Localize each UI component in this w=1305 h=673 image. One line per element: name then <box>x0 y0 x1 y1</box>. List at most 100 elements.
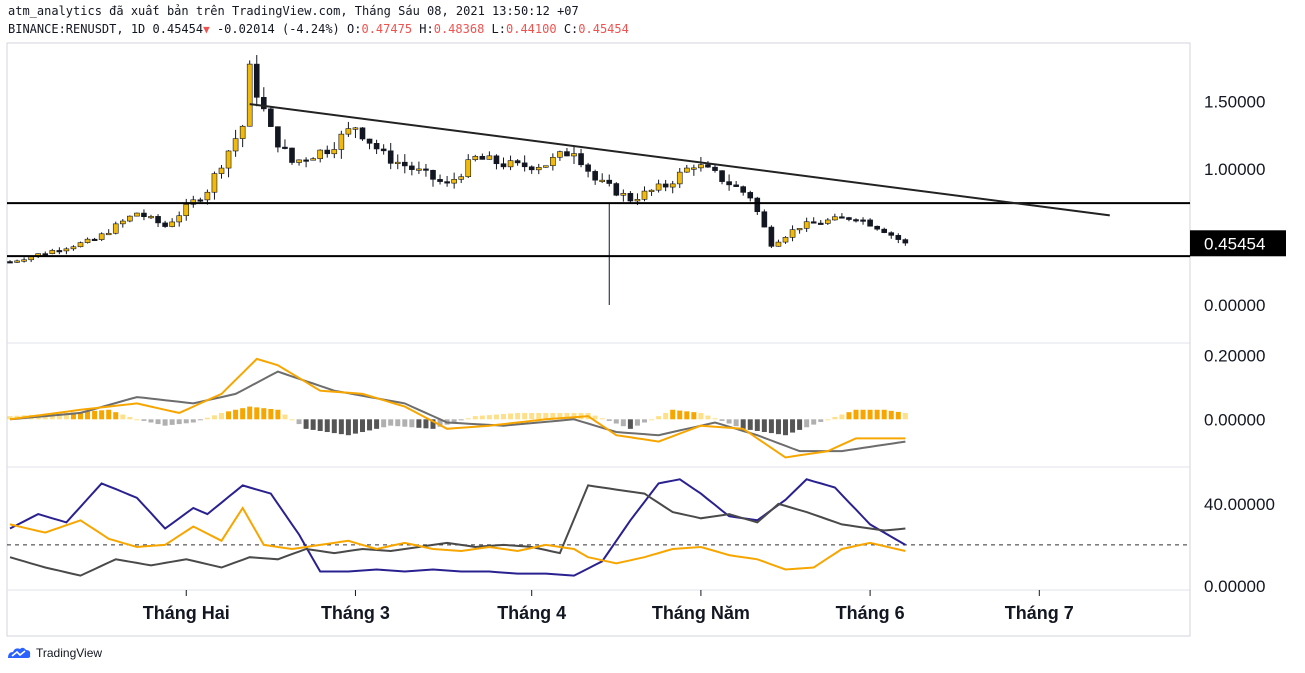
tradingview-logo[interactable]: TradingView <box>6 646 102 660</box>
time-tick-label: Tháng 6 <box>836 603 905 623</box>
macd-histogram-bar <box>867 409 873 420</box>
candle-body <box>373 143 380 150</box>
macd-histogram-bar <box>367 419 373 431</box>
candle-body <box>70 246 77 250</box>
macd-histogram-bar <box>775 419 781 435</box>
macd-histogram-bar <box>691 412 697 420</box>
candle-body <box>451 179 457 184</box>
macd-histogram-bar <box>832 416 838 420</box>
macd-histogram-bar <box>303 419 309 429</box>
candle-body <box>810 221 817 224</box>
candle-body <box>486 155 493 160</box>
candle-body <box>331 149 338 155</box>
time-tick-label: Tháng 7 <box>1005 603 1074 623</box>
macd-histogram-bar <box>726 419 732 424</box>
candle-body <box>705 164 711 168</box>
candle-body <box>49 250 56 254</box>
candle-body <box>747 192 754 199</box>
candle-body <box>430 169 436 180</box>
macd-histogram-bar <box>240 408 246 420</box>
candle-body <box>204 191 211 201</box>
candle-body <box>832 216 838 221</box>
candle-body <box>303 159 309 162</box>
candle-body <box>824 219 831 224</box>
candle-body <box>564 151 570 157</box>
candle-body <box>698 164 704 169</box>
candle-body <box>726 181 732 186</box>
candle-body <box>275 126 281 148</box>
price-tick-label: 1.00000 <box>1204 160 1265 179</box>
candle-body <box>437 179 443 182</box>
candle-body <box>268 108 274 127</box>
macd-histogram-bar <box>437 419 443 427</box>
oscillator-tick-label: 40.00000 <box>1204 495 1275 514</box>
macd-histogram-bar <box>49 413 55 420</box>
macd-histogram-bar <box>92 410 98 420</box>
macd-histogram-bar <box>663 412 669 420</box>
candle-body <box>867 219 873 227</box>
price-tick-label: 1.50000 <box>1204 92 1265 111</box>
macd-histogram-bar <box>733 419 739 427</box>
candle-body <box>662 183 669 188</box>
macd-histogram-bar <box>529 412 535 420</box>
open-value: 0.47475 <box>361 22 413 36</box>
time-tick-label: Tháng 4 <box>497 603 566 623</box>
macd-histogram-bar <box>811 419 817 425</box>
candle-body <box>683 167 690 173</box>
candle-body <box>557 151 563 158</box>
macd-histogram-bar <box>85 411 91 420</box>
macd-histogram-bar <box>162 419 168 426</box>
macd-histogram-bar <box>642 419 647 423</box>
candle-body <box>127 215 133 222</box>
open-label: O: <box>347 22 362 36</box>
candle-body <box>218 167 225 174</box>
oscillator-line-line_b <box>9 484 906 577</box>
macd-histogram-bar <box>338 419 344 435</box>
macd-histogram-bar <box>747 419 753 430</box>
macd-histogram-bar <box>550 412 556 420</box>
candle-body <box>620 193 627 196</box>
macd-histogram-bar <box>613 419 619 424</box>
candle-body <box>197 199 204 202</box>
candle-body <box>712 166 718 171</box>
candle-body <box>148 216 154 219</box>
macd-histogram-bar <box>360 419 365 433</box>
price-tick-label: 0.00000 <box>1204 296 1265 315</box>
macd-histogram-bar <box>106 409 112 420</box>
candle-body <box>599 179 606 182</box>
time-tick-label: Tháng Năm <box>652 603 750 623</box>
candle-body <box>592 171 598 181</box>
oscillator-line-line_a <box>9 478 906 577</box>
candle-body <box>120 220 126 225</box>
low-value: 0.44100 <box>506 22 557 36</box>
candle-body <box>246 63 253 127</box>
macd-histogram-bar <box>63 412 69 420</box>
candle-body <box>775 241 782 247</box>
macd-histogram-bar <box>472 416 478 420</box>
candle-body <box>514 160 521 164</box>
macd-tick-label: 0.20000 <box>1204 347 1265 366</box>
candle-body <box>789 229 796 238</box>
macd-histogram-bar <box>254 407 260 420</box>
macd-histogram-bar <box>557 412 563 420</box>
macd-histogram-bar <box>7 416 13 420</box>
last-price-badge <box>1190 230 1286 257</box>
candle-body <box>416 168 422 171</box>
macd-histogram-bar <box>155 419 161 425</box>
candle-body <box>317 149 324 159</box>
candle-body <box>155 216 161 224</box>
macd-histogram-bar <box>395 419 401 427</box>
macd-histogram-bar <box>127 416 133 420</box>
candle-body <box>521 162 528 168</box>
candle-body <box>740 186 747 193</box>
macd-histogram-bar <box>860 409 866 420</box>
candle-body <box>782 237 789 243</box>
macd-histogram-bar <box>564 412 570 420</box>
macd-histogram-bar <box>515 412 521 420</box>
symbol-label: BINANCE:RENUSDT, 1D <box>8 22 146 36</box>
candle-body <box>902 239 909 244</box>
high-label: H: <box>419 22 434 36</box>
candle-body <box>606 179 613 184</box>
candle-body <box>585 164 591 172</box>
